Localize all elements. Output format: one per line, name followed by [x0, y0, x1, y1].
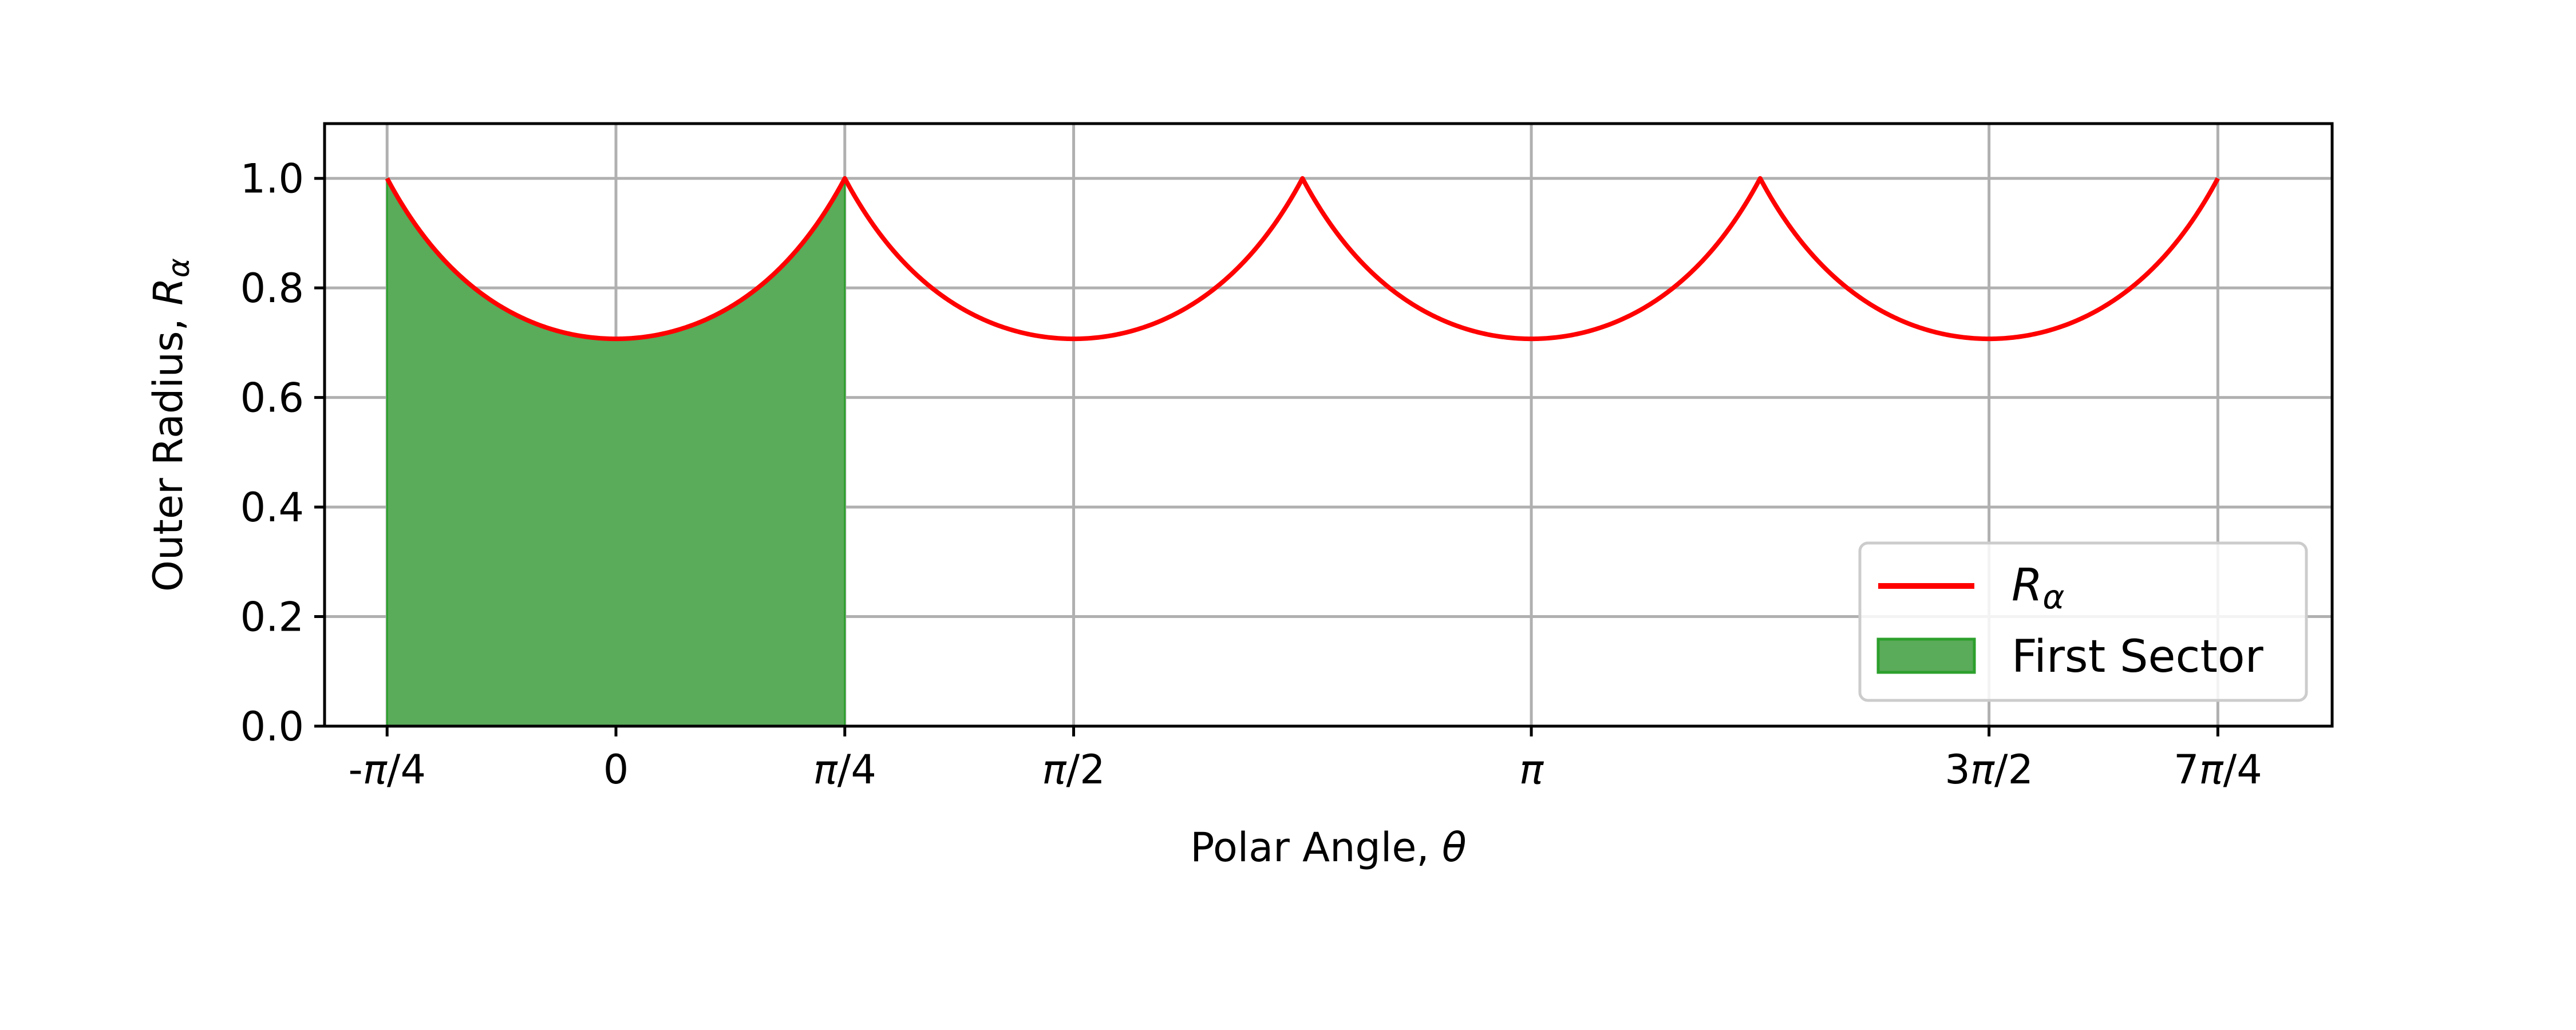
x-tick-label: 0: [603, 746, 629, 793]
y-tick-label: 0.4: [240, 484, 304, 531]
x-tick-label: π/4: [813, 746, 876, 793]
x-tick-label: π: [1519, 746, 1544, 793]
legend: Rα First Sector: [1858, 541, 2308, 702]
x-tick-label: 7π/4: [2174, 746, 2262, 793]
ticks: -π/4 0 π/4 π/2 π 3π/2 7π/4 0.0 0.2 0.4 0.6 0.8 1.0: [240, 156, 2262, 793]
y-tick-label: 0.6: [240, 375, 304, 422]
legend-swatch-first-sector: [1876, 637, 1976, 674]
x-tick-label: π/2: [1042, 746, 1105, 793]
y-tick-label: 0.0: [240, 703, 304, 750]
x-tick-label: 3π/2: [1945, 746, 2033, 793]
x-axis-label-layer: Polar Angle, θ: [1190, 824, 1466, 871]
y-tick-label: 1.0: [240, 156, 304, 203]
y-axis-label: Outer Radius, Rα: [145, 258, 196, 592]
legend-label-r-alpha: Rα: [2012, 560, 2064, 616]
x-tick-label: -π/4: [348, 746, 426, 793]
y-tick-label: 0.2: [240, 594, 304, 641]
x-axis-label: Polar Angle, θ: [1190, 824, 1466, 871]
y-axis-label-layer: Outer Radius, Rα: [145, 258, 196, 592]
r-alpha-line: [385, 176, 2220, 342]
legend-label-first-sector: First Sector: [2012, 631, 2264, 683]
r-alpha-line-layer: [385, 176, 2220, 342]
plot-frame: [323, 122, 2334, 728]
y-tick-label: 0.8: [240, 265, 304, 312]
